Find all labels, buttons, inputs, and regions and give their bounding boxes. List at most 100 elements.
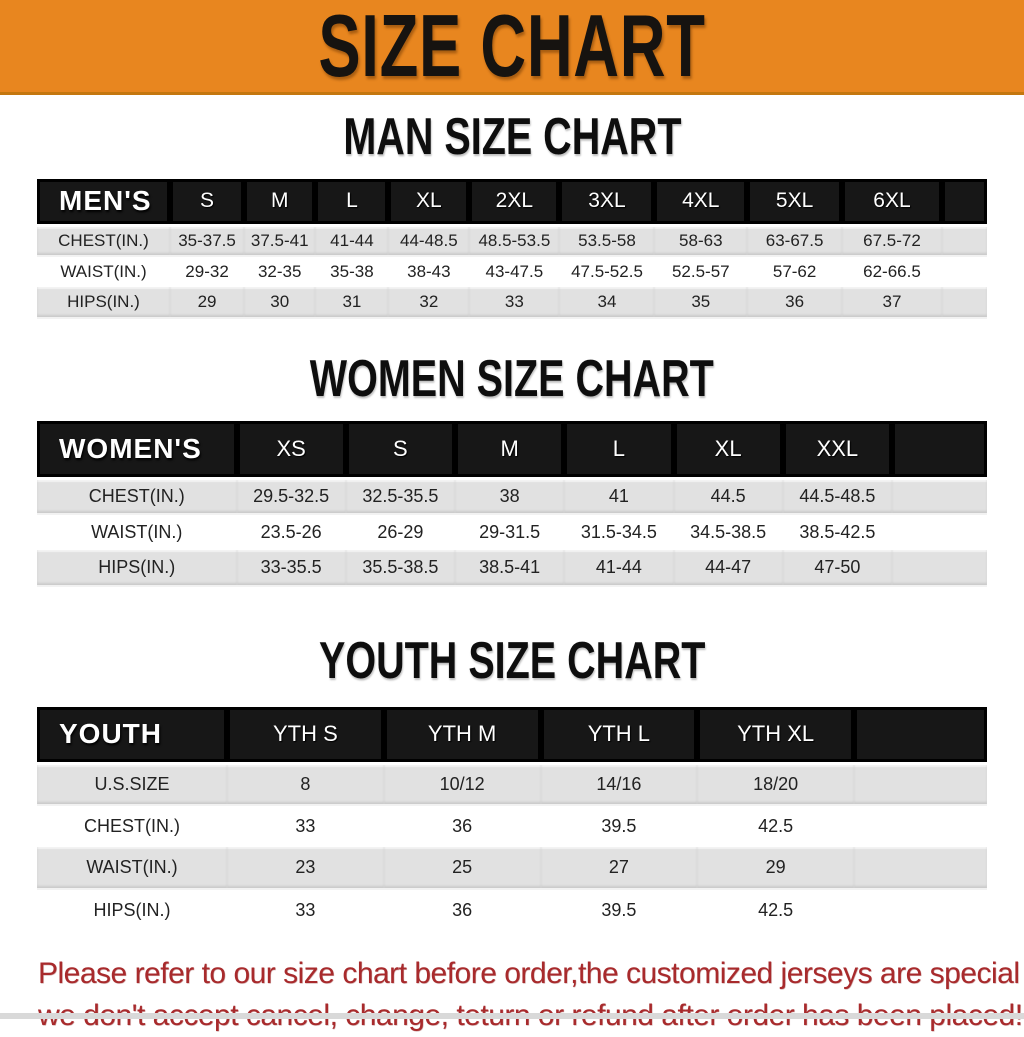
row-value: 26-29: [345, 514, 455, 550]
section-title-text: MAN SIZE CHART: [342, 108, 682, 166]
row-value: 41-44: [564, 550, 674, 587]
row-value: 38-43: [388, 256, 470, 287]
row-value: 27: [540, 847, 698, 890]
row-value: 53.5-58: [559, 225, 655, 257]
size-column-header: 2XL: [469, 179, 560, 227]
row-value: 8: [227, 763, 384, 806]
row-value: 23: [227, 847, 384, 890]
row-value: 44.5-48.5: [782, 478, 892, 515]
row-value: 42.5: [697, 805, 854, 847]
size-column-header: YTH XL: [697, 707, 854, 765]
size-column-header: XS: [236, 421, 346, 480]
disclaimer-text: Please refer to our size chart before or…: [38, 953, 1024, 1037]
table-row: WAIST(IN.) 29-32 32-35 35-38 38-43 43-47.5 47.…: [37, 256, 987, 287]
row-value: 35: [654, 287, 748, 319]
row-value: 37: [842, 287, 942, 319]
size-column-header: 5XL: [747, 179, 843, 227]
table-row: HIPS(IN.) 29 30 31 32 33 34 35 36 37: [37, 287, 987, 319]
row-filler: [854, 889, 987, 931]
row-value: 35.5-38.5: [345, 550, 455, 587]
size-column-header: YTH M: [383, 707, 541, 765]
row-label: HIPS(IN.): [37, 889, 227, 931]
section-womens: WOMEN SIZE CHART WOMEN'S XS S M L XL XXL CHEST(I…: [0, 353, 1024, 587]
header-filler: [854, 707, 987, 765]
row-value: 29: [170, 287, 245, 319]
size-column-header: YTH S: [227, 707, 384, 765]
row-value: 34.5-38.5: [673, 514, 783, 550]
table-header-row: YOUTH YTH S YTH M YTH L YTH XL: [37, 707, 987, 765]
row-value: 37.5-41: [244, 225, 316, 257]
row-value: 38.5-42.5: [782, 514, 892, 550]
row-value: 39.5: [540, 889, 698, 931]
row-value: 44.5: [673, 478, 783, 515]
table-header-label: YOUTH: [37, 707, 227, 765]
row-value: 39.5: [540, 805, 698, 847]
table-header-row: MEN'S S M L XL 2XL 3XL 4XL 5XL 6XL: [37, 179, 987, 227]
row-value: 38: [455, 478, 565, 515]
size-column-header: L: [564, 421, 674, 480]
row-label: HIPS(IN.): [37, 550, 237, 587]
row-value: 36: [383, 805, 541, 847]
row-value: 29-32: [170, 256, 245, 287]
table-header-label: WOMEN'S: [37, 421, 237, 480]
size-column-header: M: [244, 179, 316, 227]
row-filler: [854, 805, 987, 847]
size-table: MEN'S S M L XL 2XL 3XL 4XL 5XL 6XL CHEST(IN.) 35-37…: [37, 179, 987, 319]
section-title-text: WOMEN SIZE CHART: [310, 350, 714, 408]
row-value: 62-66.5: [842, 256, 942, 287]
row-value: 10/12: [383, 763, 541, 806]
row-value: 57-62: [747, 256, 843, 287]
row-filler: [892, 550, 987, 587]
size-column-header: YTH L: [540, 707, 698, 765]
table-row: WAIST(IN.) 23.5-26 26-29 29-31.5 31.5-34.5 34…: [37, 514, 987, 550]
row-value: 35-37.5: [170, 225, 245, 257]
row-value: 14/16: [540, 763, 698, 806]
table-header-row: WOMEN'S XS S M L XL XXL: [37, 421, 987, 480]
row-filler: [941, 225, 987, 257]
row-value: 33: [469, 287, 560, 319]
sections-container: MAN SIZE CHART MEN'S S M L XL 2XL 3XL 4XL 5XL 6XL C…: [0, 111, 1024, 931]
row-value: 32: [388, 287, 470, 319]
row-value: 36: [747, 287, 843, 319]
bottom-edge-strip: [0, 1013, 1024, 1019]
row-value: 29.5-32.5: [236, 478, 346, 515]
row-value: 47-50: [782, 550, 892, 587]
page-title: SIZE CHART: [318, 0, 706, 95]
row-value: 48.5-53.5: [469, 225, 560, 257]
row-filler: [854, 847, 987, 890]
row-label: HIPS(IN.): [37, 287, 170, 319]
size-column-header: 3XL: [559, 179, 655, 227]
table-row: CHEST(IN.) 29.5-32.5 32.5-35.5 38 41 44.5 44.5…: [37, 478, 987, 515]
row-value: 31: [315, 287, 389, 319]
row-value: 29: [697, 847, 854, 890]
row-value: 67.5-72: [842, 225, 942, 257]
row-value: 33: [227, 889, 384, 931]
disclaimer-line-1: Please refer to our size chart before or…: [38, 957, 1024, 990]
row-filler: [941, 287, 987, 319]
section-youth: YOUTH SIZE CHART YOUTH YTH S YTH M YTH L YTH …: [0, 635, 1024, 931]
size-column-header: S: [170, 179, 245, 227]
table-row: CHEST(IN.) 33 36 39.5 42.5: [37, 805, 987, 847]
row-filler: [892, 514, 987, 550]
row-value: 25: [383, 847, 541, 890]
size-column-header: XL: [388, 179, 470, 227]
row-value: 18/20: [697, 763, 854, 806]
size-column-header: XXL: [782, 421, 892, 480]
row-label: WAIST(IN.): [37, 514, 237, 550]
size-table: WOMEN'S XS S M L XL XXL CHEST(IN.) 29.5-32.5 32.5…: [37, 421, 987, 587]
row-value: 34: [559, 287, 655, 319]
size-column-header: XL: [673, 421, 783, 480]
row-value: 35-38: [315, 256, 389, 287]
row-label: WAIST(IN.): [37, 847, 227, 890]
section-title: WOMEN SIZE CHART: [0, 353, 1024, 405]
section-title: MAN SIZE CHART: [0, 111, 1024, 163]
section-mens: MAN SIZE CHART MEN'S S M L XL 2XL 3XL 4XL 5XL 6XL C…: [0, 111, 1024, 319]
header-filler: [941, 179, 987, 227]
table-header-label: MEN'S: [37, 179, 170, 227]
row-value: 38.5-41: [455, 550, 565, 587]
row-value: 63-67.5: [747, 225, 843, 257]
table-row: CHEST(IN.) 35-37.5 37.5-41 41-44 44-48.5 48.5…: [37, 225, 987, 257]
row-value: 30: [244, 287, 316, 319]
table-row: U.S.SIZE 8 10/12 14/16 18/20: [37, 763, 987, 806]
banner: SIZE CHART: [0, 0, 1024, 95]
